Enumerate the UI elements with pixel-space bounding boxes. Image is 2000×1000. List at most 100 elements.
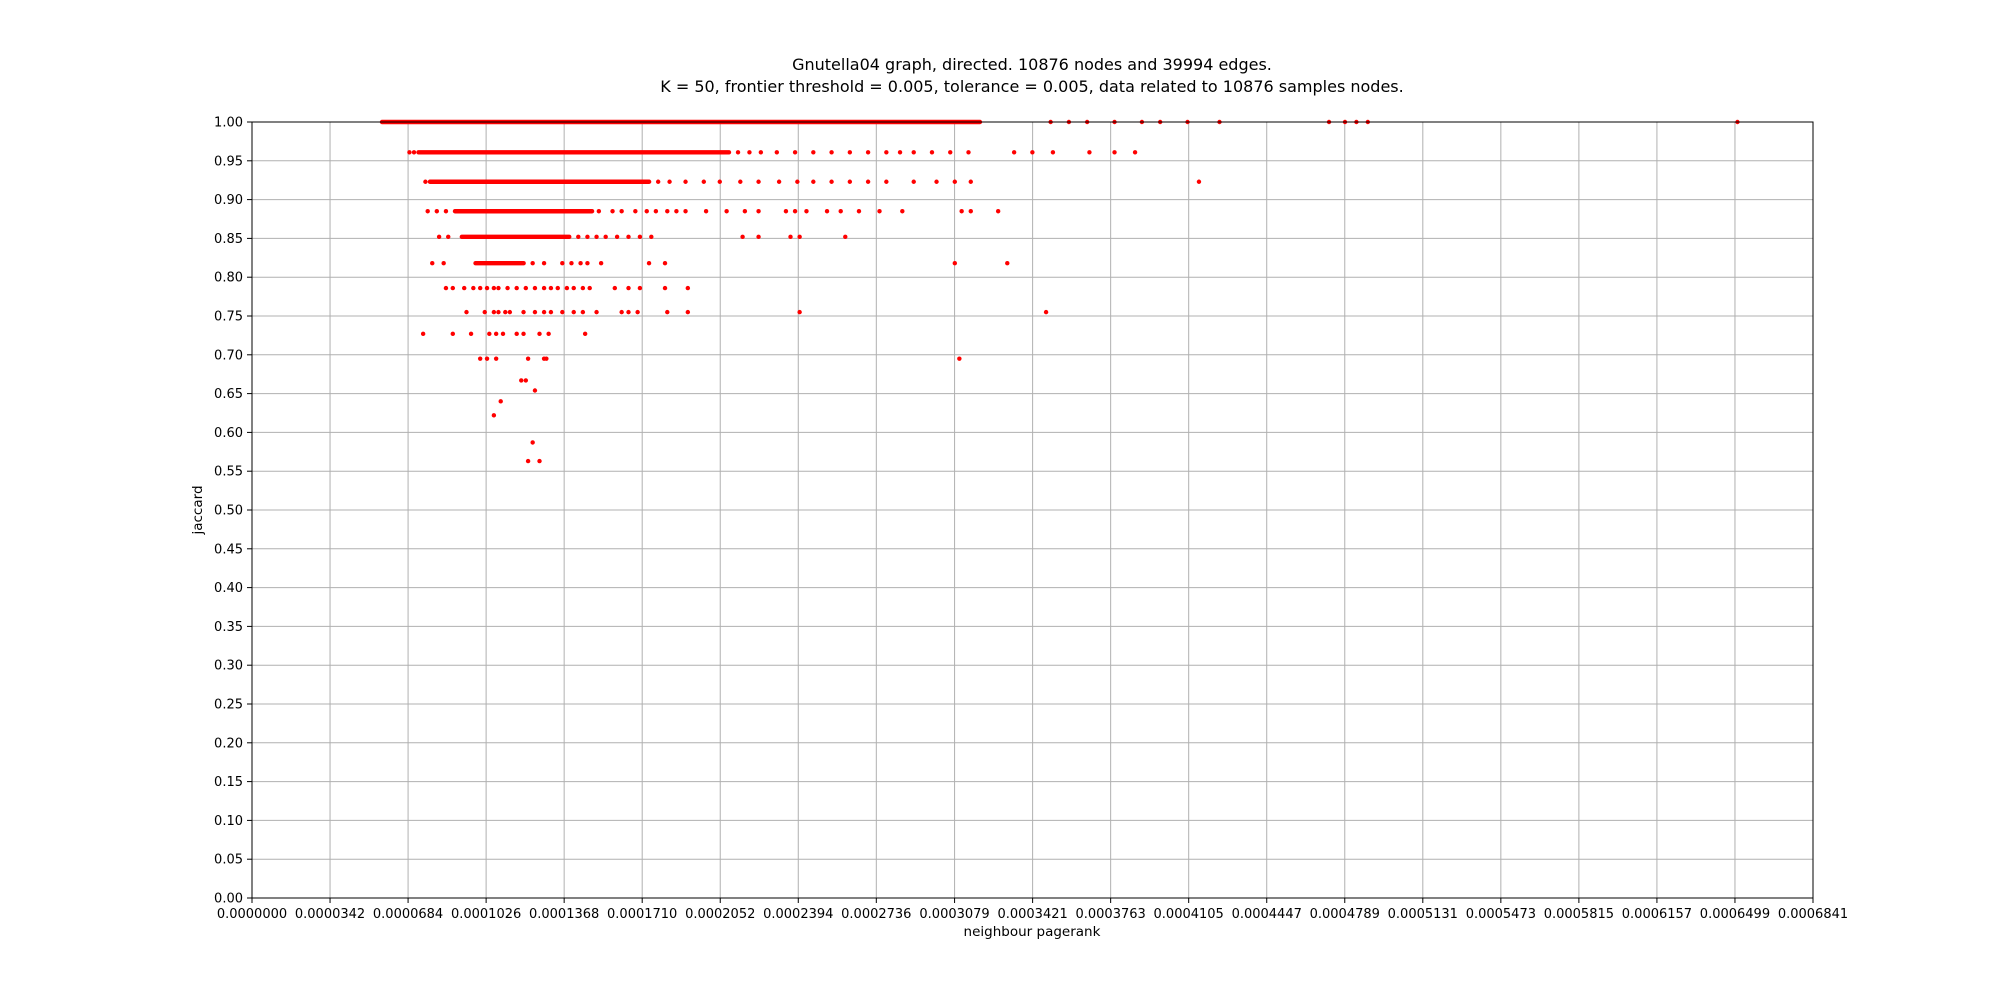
data-point xyxy=(911,179,916,184)
data-point xyxy=(1087,150,1092,155)
data-point xyxy=(1112,150,1117,155)
data-point xyxy=(420,331,426,337)
data-point xyxy=(576,234,581,240)
y-axis-ticks: 0.00 0.05 0.10 0.15 0.20 0.25 0.30 0.35 0.40 0.45… xyxy=(214,116,252,907)
data-point xyxy=(683,179,688,184)
data-point xyxy=(434,209,440,214)
data-point xyxy=(493,356,499,361)
data-point xyxy=(747,150,752,155)
data-point xyxy=(446,234,451,240)
x-tick-label: 0.0001026 xyxy=(451,907,521,922)
data-point xyxy=(884,150,889,155)
data-point xyxy=(685,309,691,315)
y-tick-label: 0.35 xyxy=(214,620,243,635)
y-tick-label: 0.20 xyxy=(214,736,243,751)
x-tick-label: 0.0005815 xyxy=(1544,907,1614,922)
data-point xyxy=(665,309,670,315)
y-tick-label: 0.10 xyxy=(214,814,243,829)
data-point xyxy=(1005,261,1010,266)
data-point xyxy=(667,179,672,184)
data-point xyxy=(491,413,497,418)
data-point xyxy=(578,261,583,266)
data-point xyxy=(603,234,608,240)
data-points xyxy=(379,119,1740,464)
data-point xyxy=(477,285,483,291)
data-point xyxy=(792,150,798,155)
chart-title: Gnutella04 graph, directed. 10876 nodes … xyxy=(792,55,1272,74)
data-point xyxy=(564,285,570,291)
data-point xyxy=(626,309,631,315)
data-point xyxy=(521,309,526,315)
data-point xyxy=(484,285,490,291)
data-point xyxy=(462,285,467,291)
x-tick-label: 0.0006157 xyxy=(1622,907,1692,922)
data-point xyxy=(487,331,492,337)
y-tick-label: 0.50 xyxy=(214,504,243,519)
data-point xyxy=(724,209,729,214)
y-tick-label: 0.80 xyxy=(214,271,243,286)
y-tick-label: 0.75 xyxy=(214,310,243,325)
data-point xyxy=(674,209,679,214)
data-point xyxy=(1030,150,1035,155)
data-point xyxy=(569,261,574,266)
data-point xyxy=(683,209,688,214)
data-point xyxy=(491,285,497,291)
data-point xyxy=(843,234,848,240)
data-point xyxy=(582,331,588,337)
data-point xyxy=(911,150,916,155)
data-point xyxy=(594,309,599,315)
data-point xyxy=(443,209,449,214)
data-point xyxy=(571,285,576,291)
data-point xyxy=(532,388,538,393)
data-point xyxy=(701,179,707,184)
x-axis-ticks: 0.0000000 0.0000342 0.0000684 0.0001026 0.00… xyxy=(217,898,1848,922)
data-point xyxy=(493,331,499,337)
data-point xyxy=(633,209,638,214)
data-point xyxy=(626,285,631,291)
data-point xyxy=(537,458,542,464)
data-point xyxy=(968,179,973,184)
data-point xyxy=(966,150,971,155)
x-tick-label: 0.0000342 xyxy=(295,907,365,922)
data-point xyxy=(644,209,649,214)
data-point xyxy=(1043,309,1049,315)
data-point xyxy=(1132,150,1138,155)
data-point xyxy=(829,179,834,184)
data-point xyxy=(646,261,652,266)
data-point xyxy=(756,209,761,214)
y-tick-label: 0.45 xyxy=(214,542,243,557)
data-point xyxy=(662,285,668,291)
data-point xyxy=(685,285,691,291)
data-point xyxy=(425,209,430,214)
data-point xyxy=(477,356,483,361)
data-point xyxy=(496,285,501,291)
data-point xyxy=(756,179,761,184)
data-point xyxy=(407,150,412,155)
y-tick-label: 0.60 xyxy=(214,426,243,441)
data-point xyxy=(653,209,659,214)
x-tick-label: 0.0005131 xyxy=(1388,907,1458,922)
x-tick-label: 0.0001368 xyxy=(529,907,599,922)
data-point xyxy=(523,378,529,383)
data-point xyxy=(614,234,620,240)
data-point xyxy=(655,179,661,184)
y-tick-label: 0.65 xyxy=(214,387,243,402)
data-point xyxy=(610,209,615,214)
data-point xyxy=(847,179,853,184)
y-tick-label: 0.15 xyxy=(214,775,243,790)
y-tick-label: 1.00 xyxy=(214,116,243,131)
data-point xyxy=(541,261,547,266)
data-point xyxy=(525,356,531,361)
data-point xyxy=(496,309,501,315)
x-tick-label: 0.0004447 xyxy=(1232,907,1302,922)
data-point xyxy=(959,209,964,214)
data-point xyxy=(537,331,542,337)
data-point xyxy=(637,285,643,291)
data-point xyxy=(521,331,526,337)
data-point xyxy=(548,309,554,315)
data-point xyxy=(1050,150,1056,155)
data-point xyxy=(792,209,798,214)
data-point-band xyxy=(427,179,652,184)
data-point xyxy=(619,309,624,315)
data-point xyxy=(776,179,782,184)
